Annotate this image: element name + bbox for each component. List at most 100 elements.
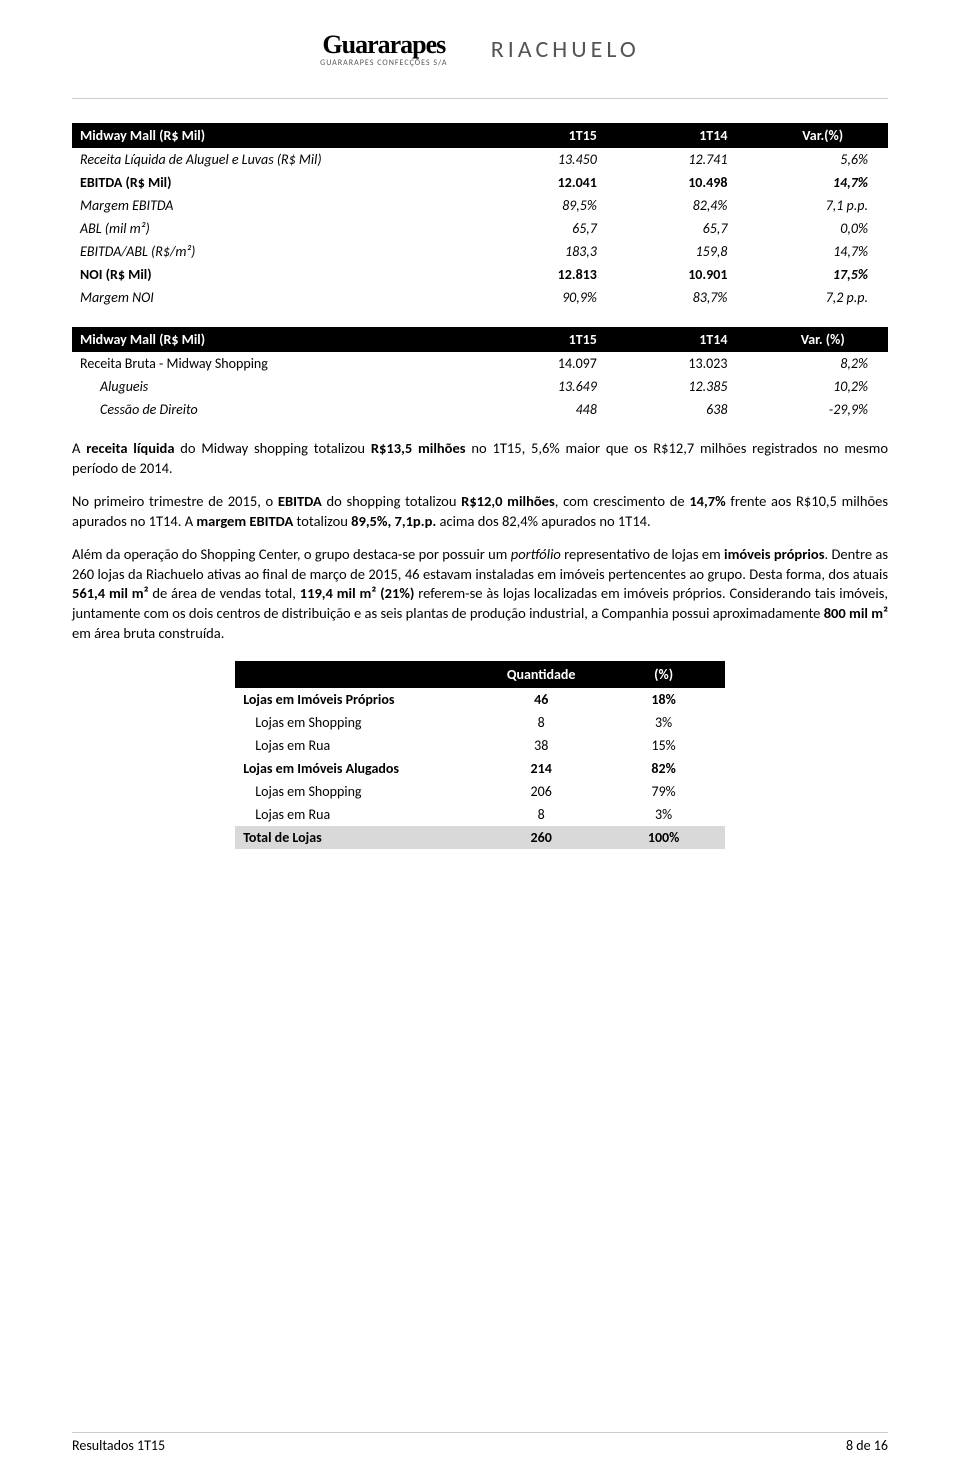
row-qty: 206 <box>480 780 602 803</box>
row-v2: 10.901 <box>627 263 758 286</box>
p3-d: imóveis próprios <box>724 545 824 563</box>
row-label: EBITDA/ABL (R$/m²) <box>72 240 496 263</box>
p1-b: receita líquida <box>86 439 174 457</box>
row-var: 8,2% <box>757 352 888 375</box>
table-row: Lojas em Imóveis Alugados21482% <box>235 757 725 780</box>
table3-footer-p: 100% <box>602 826 724 849</box>
logo-guararapes: Guararapes GUARARAPES CONFECÇÕES S/A <box>320 30 447 68</box>
p2-f: 14,7% <box>689 492 725 510</box>
row-v1: 448 <box>496 398 627 421</box>
header-logos: Guararapes GUARARAPES CONFECÇÕES S/A RIA… <box>72 30 888 68</box>
table3-h1: Quantidade <box>480 661 602 688</box>
table-row: Lojas em Shopping83% <box>235 711 725 734</box>
table1-h0: Midway Mall (R$ Mil) <box>72 123 496 148</box>
p1-d: R$13,5 milhões <box>371 439 466 457</box>
row-v2: 82,4% <box>627 194 758 217</box>
table3-h0 <box>235 661 480 688</box>
row-v2: 638 <box>627 398 758 421</box>
p1-c: do Midway shopping totalizou <box>174 439 370 457</box>
row-v1: 14.097 <box>496 352 627 375</box>
footer-right: 8 de 16 <box>846 1437 888 1454</box>
row-v1: 183,3 <box>496 240 627 263</box>
row-label: Cessão de Direito <box>72 398 496 421</box>
p2-c: do shopping totalizou <box>322 492 461 510</box>
p2-e: , com crescimento de <box>555 492 690 510</box>
row-v1: 65,7 <box>496 217 627 240</box>
p1-a: A <box>72 439 86 457</box>
row-v2: 83,7% <box>627 286 758 309</box>
table-row: Lojas em Rua3815% <box>235 734 725 757</box>
logo-guararapes-sub: GUARARAPES CONFECÇÕES S/A <box>320 58 447 68</box>
logo-riachuelo: RIACHUELO <box>491 35 640 64</box>
table-row: Margem EBITDA89,5%82,4%7,1 p.p. <box>72 194 888 217</box>
row-var: 0,0% <box>757 217 888 240</box>
table1-h2: 1T14 <box>627 123 758 148</box>
row-v2: 65,7 <box>627 217 758 240</box>
p3-f: 561,4 mil m² <box>72 584 148 602</box>
p2-j: 89,5%, 7,1p.p. <box>351 512 436 530</box>
table-row: EBITDA (R$ Mil)12.04110.49814,7% <box>72 171 888 194</box>
table-row: Cessão de Direito448638-29,9% <box>72 398 888 421</box>
table-row: Lojas em Imóveis Próprios4618% <box>235 688 725 711</box>
p3-b: portfólio <box>511 545 561 563</box>
row-var: 14,7% <box>757 240 888 263</box>
row-v2: 12.385 <box>627 375 758 398</box>
row-v1: 12.041 <box>496 171 627 194</box>
table-row: EBITDA/ABL (R$/m²)183,3159,814,7% <box>72 240 888 263</box>
footer-left: Resultados 1T15 <box>72 1437 165 1454</box>
p3-k: em área bruta construída. <box>72 624 224 642</box>
midway-mall-ebitda-table: Midway Mall (R$ Mil) 1T15 1T14 Var.(%) R… <box>72 123 888 309</box>
p2-h: margem EBITDA <box>196 512 293 530</box>
row-label: Lojas em Rua <box>235 803 480 826</box>
p3-g: de área de vendas total, <box>148 584 299 602</box>
table-row: Receita Líquida de Aluguel e Luvas (R$ M… <box>72 148 888 171</box>
row-label: ABL (mil m²) <box>72 217 496 240</box>
paragraph-1: A receita líquida do Midway shopping tot… <box>72 439 888 478</box>
table3-h2: (%) <box>602 661 724 688</box>
row-pct: 3% <box>602 803 724 826</box>
row-qty: 8 <box>480 803 602 826</box>
row-pct: 15% <box>602 734 724 757</box>
header-divider <box>72 98 888 99</box>
table1-h3: Var.(%) <box>757 123 888 148</box>
row-qty: 214 <box>480 757 602 780</box>
table3-footer-row: Total de Lojas 260 100% <box>235 826 725 849</box>
table-row: Lojas em Shopping20679% <box>235 780 725 803</box>
row-label: EBITDA (R$ Mil) <box>72 171 496 194</box>
table1-h1: 1T15 <box>496 123 627 148</box>
table2-h2: 1T14 <box>627 327 758 352</box>
row-var: 14,7% <box>757 171 888 194</box>
row-label: Margem NOI <box>72 286 496 309</box>
row-var: 5,6% <box>757 148 888 171</box>
row-pct: 18% <box>602 688 724 711</box>
p2-b: EBITDA <box>278 492 322 510</box>
p3-h: 119,4 mil m² (21%) <box>300 584 415 602</box>
row-label: Receita Bruta - Midway Shopping <box>72 352 496 375</box>
table2-h1: 1T15 <box>496 327 627 352</box>
row-v2: 10.498 <box>627 171 758 194</box>
row-v2: 159,8 <box>627 240 758 263</box>
table2-h0: Midway Mall (R$ Mil) <box>72 327 496 352</box>
row-v1: 13.649 <box>496 375 627 398</box>
logo-guararapes-text: Guararapes <box>322 30 445 59</box>
row-qty: 8 <box>480 711 602 734</box>
table2-header-row: Midway Mall (R$ Mil) 1T15 1T14 Var. (%) <box>72 327 888 352</box>
p3-c: representativo de lojas em <box>561 545 724 563</box>
row-pct: 79% <box>602 780 724 803</box>
row-pct: 82% <box>602 757 724 780</box>
p3-j: 800 mil m² <box>824 604 888 622</box>
table2-h3: Var. (%) <box>757 327 888 352</box>
table-row: Margem NOI90,9%83,7%7,2 p.p. <box>72 286 888 309</box>
p2-k: acima dos 82,4% apurados no 1T14. <box>436 512 650 530</box>
row-v2: 12.741 <box>627 148 758 171</box>
row-v2: 13.023 <box>627 352 758 375</box>
table-row: Alugueis13.64912.38510,2% <box>72 375 888 398</box>
row-label: Lojas em Shopping <box>235 711 480 734</box>
row-label: Lojas em Imóveis Próprios <box>235 688 480 711</box>
midway-mall-receita-table: Midway Mall (R$ Mil) 1T15 1T14 Var. (%) … <box>72 327 888 421</box>
table-row: ABL (mil m²)65,765,70,0% <box>72 217 888 240</box>
row-label: Lojas em Imóveis Alugados <box>235 757 480 780</box>
p3-a: Além da operação do Shopping Center, o g… <box>72 545 511 563</box>
p2-d: R$12,0 milhões <box>461 492 555 510</box>
row-var: 7,2 p.p. <box>757 286 888 309</box>
